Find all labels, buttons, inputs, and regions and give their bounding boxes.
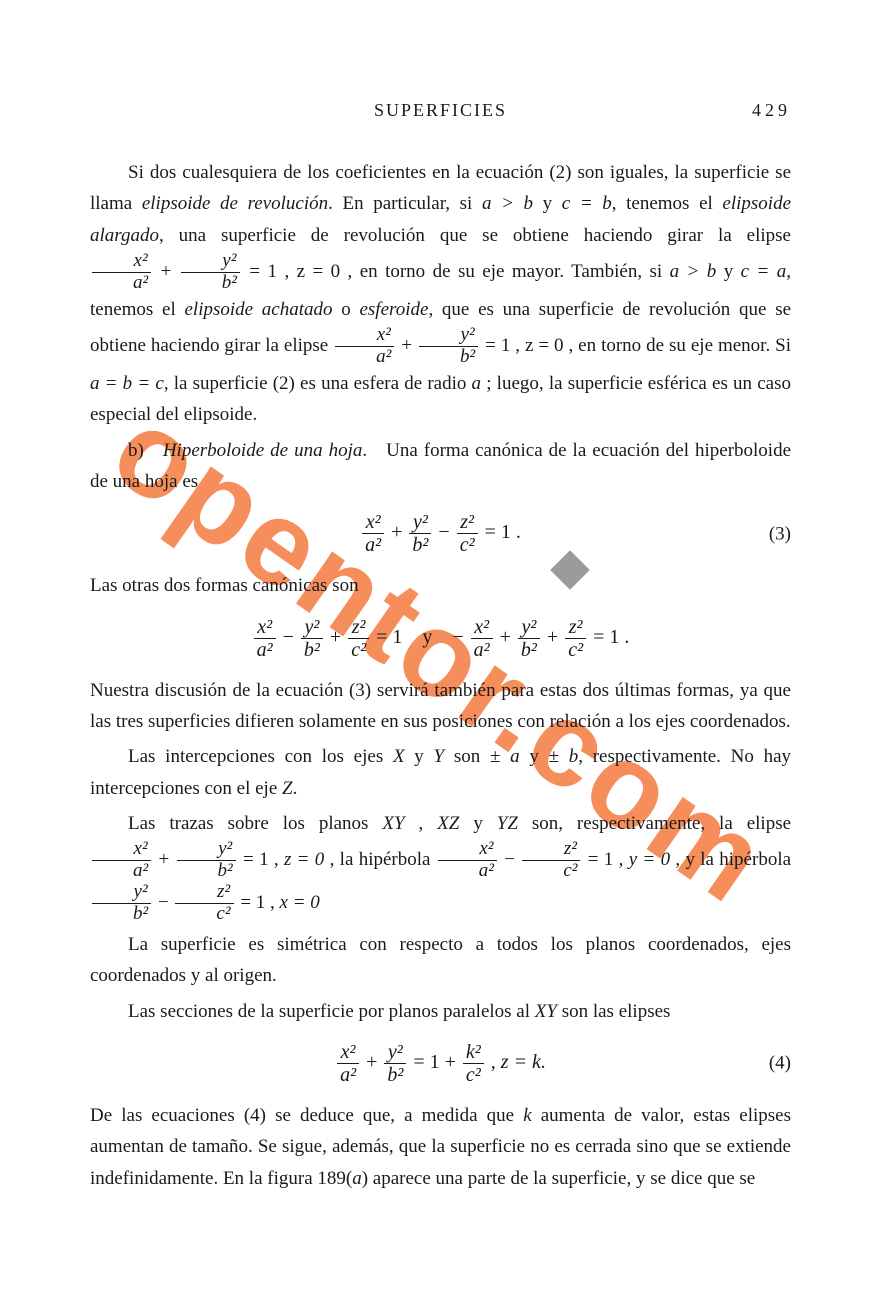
math-inline: XY bbox=[382, 813, 404, 834]
math-inline: a > b bbox=[482, 193, 533, 214]
math-inline: c = a bbox=[741, 261, 787, 282]
text: , tenemos el bbox=[612, 193, 723, 214]
text: De las ecuaciones (4) se deduce que, a m… bbox=[90, 1105, 523, 1126]
text: , una superficie de revolución que se ob… bbox=[159, 225, 791, 246]
text: , la superficie (2) es una esfera de rad… bbox=[164, 373, 472, 394]
math-inline: b bbox=[569, 746, 579, 767]
text: , la hipérbola bbox=[324, 849, 435, 870]
text: , bbox=[405, 813, 438, 834]
text: o bbox=[333, 299, 360, 320]
math-inline: XY bbox=[535, 1001, 557, 1022]
math-inline: a > b bbox=[670, 261, 717, 282]
math-inline: X bbox=[393, 746, 405, 767]
italic-term: esferoide bbox=[359, 299, 428, 320]
italic-term: elipsoide achatado bbox=[184, 299, 332, 320]
math-inline: a bbox=[352, 1168, 362, 1189]
fraction-inline: x²a² + y²b² bbox=[90, 261, 242, 282]
text: Las intercepciones con los ejes bbox=[128, 746, 393, 767]
paragraph-7: La superficie es simétrica con respecto … bbox=[90, 929, 791, 992]
math-inline: a bbox=[472, 373, 482, 394]
text: , y la hipérbola bbox=[670, 849, 791, 870]
text: = 1 , bbox=[238, 849, 284, 870]
text: y bbox=[405, 746, 434, 767]
equation-number: (3) bbox=[769, 518, 791, 549]
math-inline: a = b = c bbox=[90, 373, 164, 394]
text: Las trazas sobre los planos bbox=[128, 813, 382, 834]
equation-3: x²a² + y²b² − z²c² = 1 . (3) bbox=[90, 511, 791, 556]
equation-number: (4) bbox=[769, 1048, 791, 1079]
fraction-inline: x²a² + y²b² bbox=[90, 849, 238, 870]
paragraph-3: Las otras dos formas canónicas son bbox=[90, 570, 791, 601]
text: b) bbox=[128, 440, 163, 461]
page-header: SUPERFICIES 429 bbox=[90, 100, 791, 121]
paragraph-2: b) Hiperboloide de una hoja. Una forma c… bbox=[90, 435, 791, 498]
paragraph-5: Las intercepciones con los ejes X y Y so… bbox=[90, 741, 791, 804]
math-inline: x = 0 bbox=[280, 892, 320, 913]
text: = 1 , z = 0 , en torno de su eje mayor. … bbox=[242, 261, 670, 282]
fraction-inline: x²a² − z²c² bbox=[436, 849, 583, 870]
math-inline: k bbox=[523, 1105, 531, 1126]
body-text: Si dos cualesquiera de los coeficientes … bbox=[90, 157, 791, 1194]
math-inline: XZ bbox=[437, 813, 459, 834]
math-inline: Z bbox=[282, 778, 293, 799]
fraction-inline: x²a² + y²b² bbox=[333, 335, 480, 356]
math-inline: z = 0 bbox=[284, 849, 324, 870]
text: y bbox=[716, 261, 740, 282]
text: = 1 , bbox=[236, 892, 280, 913]
text: . bbox=[293, 778, 298, 799]
text: ) aparece una parte de la superficie, y … bbox=[362, 1168, 756, 1189]
text: y bbox=[459, 813, 496, 834]
math-inline: a bbox=[510, 746, 520, 767]
text: = 1 , z = 0 , en torno de su eje menor. … bbox=[480, 335, 791, 356]
paragraph-9: De las ecuaciones (4) se deduce que, a m… bbox=[90, 1100, 791, 1194]
paragraph-6: Las trazas sobre los planos XY , XZ y YZ… bbox=[90, 808, 791, 925]
paragraph-1: Si dos cualesquiera de los coeficientes … bbox=[90, 157, 791, 431]
text: Las secciones de la superficie por plano… bbox=[128, 1001, 535, 1022]
text: y bbox=[533, 193, 562, 214]
math-inline: YZ bbox=[497, 813, 518, 834]
equation-4: x²a² + y²b² = 1 + k²c² , z = k. (4) bbox=[90, 1041, 791, 1086]
math-inline: c = b bbox=[562, 193, 612, 214]
italic-term: Hiperboloide de una hoja bbox=[163, 440, 363, 461]
math-inline: Y bbox=[434, 746, 445, 767]
text: y ± bbox=[520, 746, 569, 767]
fraction-inline: y²b² − z²c² bbox=[90, 892, 236, 913]
text: . En particular, si bbox=[328, 193, 482, 214]
text: son, respectivamente, la elipse bbox=[518, 813, 791, 834]
text: = 1 , bbox=[582, 849, 628, 870]
equation-alt-forms: x²a² − y²b² + z²c² = 1 y − x²a² + y²b² +… bbox=[90, 616, 791, 661]
page-content: SUPERFICIES 429 Si dos cualesquiera de l… bbox=[0, 0, 881, 1258]
text: son las elipses bbox=[557, 1001, 670, 1022]
paragraph-8: Las secciones de la superficie por plano… bbox=[90, 996, 791, 1027]
math-inline: y = 0 bbox=[629, 849, 670, 870]
text: son ± bbox=[444, 746, 510, 767]
page-number: 429 bbox=[752, 100, 791, 121]
paragraph-4: Nuestra discusión de la ecuación (3) ser… bbox=[90, 675, 791, 738]
italic-term: elipsoide de revolución bbox=[142, 193, 328, 214]
header-title: SUPERFICIES bbox=[374, 100, 507, 121]
